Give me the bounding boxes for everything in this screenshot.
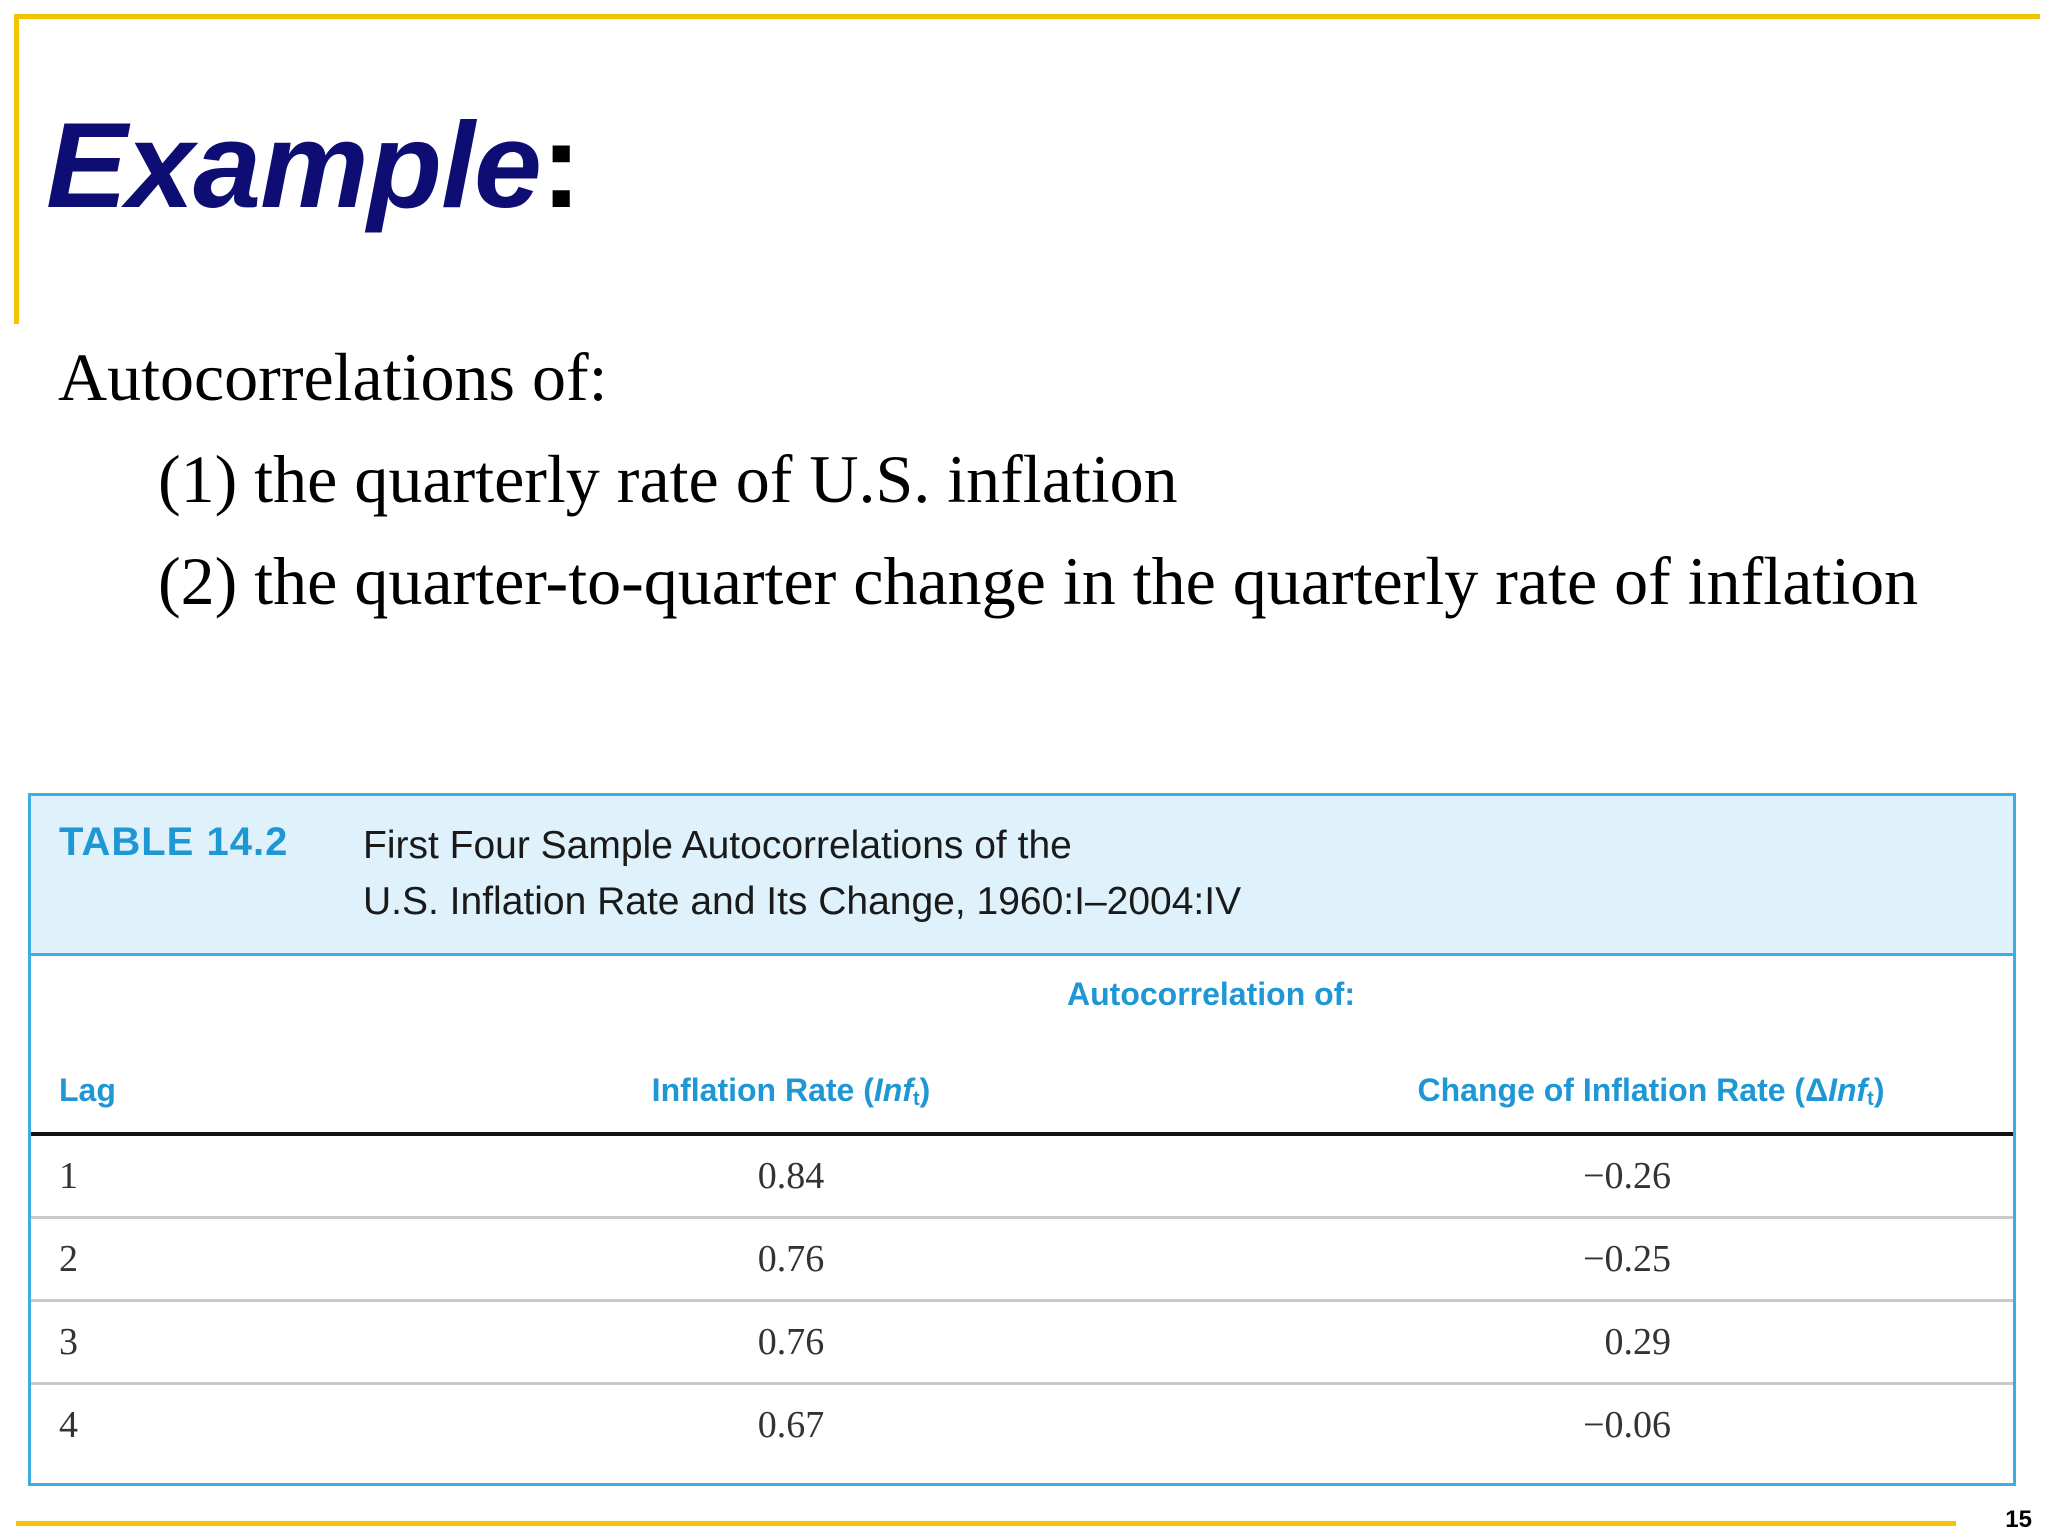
body-item-2: (2) the quarter-to-quarter change in the… <box>158 543 1919 619</box>
cell-change-of-inflation-rate: −0.06 <box>1583 1404 1671 1446</box>
slide-title: Example: <box>46 104 581 226</box>
autocorrelation-table: TABLE 14.2 First Four Sample Autocorrela… <box>28 793 2016 1486</box>
top-accent-rule <box>16 14 2040 19</box>
column-header-lag: Lag <box>59 1072 116 1108</box>
column-header-change-of-inflation-rate: Change of Inflation Rate (ΔInft) <box>1417 1072 1885 1110</box>
table-row: 3 0.76 0.29 <box>31 1302 2013 1385</box>
cell-lag: 3 <box>59 1321 78 1363</box>
table-caption-line-2: U.S. Inflation Rate and Its Change, 1960… <box>363 880 1242 923</box>
cell-lag: 4 <box>59 1404 78 1446</box>
column-header-inflation-rate: Inflation Rate (Inft) <box>651 1072 931 1110</box>
left-accent-rule <box>14 14 19 324</box>
cell-change-of-inflation-rate: −0.26 <box>1583 1155 1671 1197</box>
body-lead: Autocorrelations of: <box>58 339 608 415</box>
cell-inflation-rate: 0.76 <box>757 1321 825 1363</box>
table-row: 2 0.76 −0.25 <box>31 1219 2013 1302</box>
table-header: TABLE 14.2 First Four Sample Autocorrela… <box>31 796 2013 956</box>
group-header: Autocorrelation of: <box>1067 976 1355 1012</box>
cell-inflation-rate: 0.76 <box>757 1238 825 1280</box>
table-caption-line-1: First Four Sample Autocorrelations of th… <box>363 824 1072 867</box>
body-item-1: (1) the quarterly rate of U.S. inflation <box>158 441 1178 517</box>
cell-lag: 1 <box>59 1155 78 1197</box>
bottom-accent-rule <box>16 1521 1956 1526</box>
cell-change-of-inflation-rate: 0.29 <box>1604 1321 1672 1363</box>
page-number: 15 <box>2005 1506 2032 1533</box>
cell-lag: 2 <box>59 1238 78 1280</box>
cell-change-of-inflation-rate: −0.25 <box>1583 1238 1671 1280</box>
slide-title-text: Example <box>46 97 542 233</box>
table-row: 1 0.84 −0.26 <box>31 1136 2013 1219</box>
table-row: 4 0.67 −0.06 <box>31 1385 2013 1465</box>
header-rule <box>31 1132 2013 1136</box>
table-body: 1 0.84 −0.26 2 0.76 −0.25 3 0.76 0.29 4 … <box>31 1136 2013 1465</box>
table-label: TABLE 14.2 <box>59 820 289 864</box>
slide-body: Autocorrelations of: (1) the quarterly r… <box>58 326 1958 632</box>
table-caption: First Four Sample Autocorrelations of th… <box>363 818 1863 930</box>
slide-title-colon: : <box>540 97 582 233</box>
cell-inflation-rate: 0.67 <box>757 1404 825 1446</box>
cell-inflation-rate: 0.84 <box>757 1155 825 1197</box>
